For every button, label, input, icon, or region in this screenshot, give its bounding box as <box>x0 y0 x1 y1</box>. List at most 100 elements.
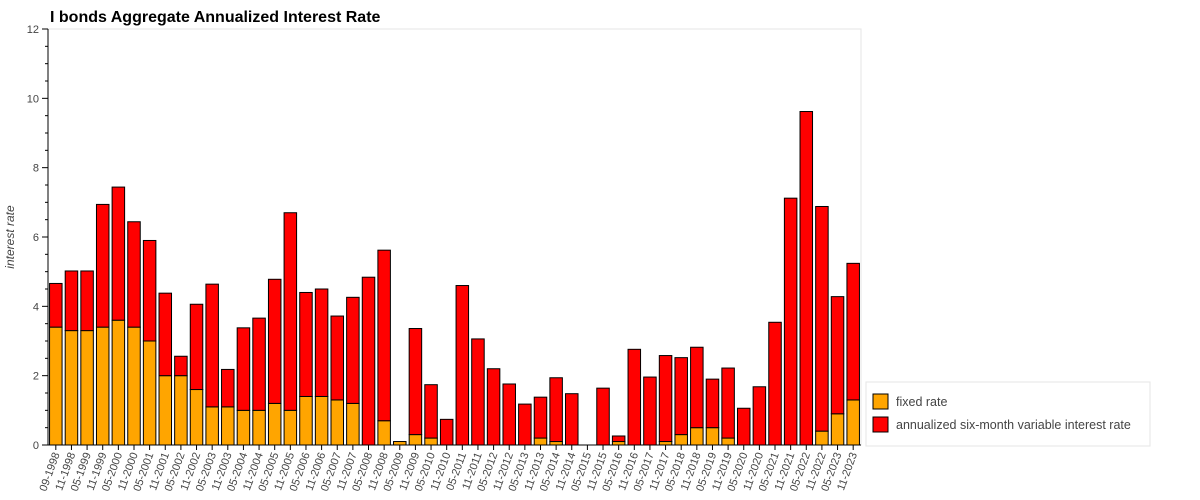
bar-variable-05-2004 <box>236 327 251 411</box>
bar-variable-05-2012 <box>486 368 501 446</box>
bar-fixed-05-2023 <box>830 413 845 446</box>
bar-variable-11-2004 <box>252 317 266 411</box>
bar-variable-11-2022 <box>815 205 829 432</box>
bar-fixed-05-2016 <box>611 441 626 446</box>
bar-variable-05-2013 <box>518 403 532 446</box>
bar-variable-05-2006 <box>299 291 313 397</box>
legend-label-variable: annualized six-month variable interest r… <box>896 418 1131 432</box>
bar-fixed-11-2006 <box>314 395 329 446</box>
legend: fixed rate annualized six-month variable … <box>865 381 1151 447</box>
bar-variable-05-2010 <box>424 384 438 439</box>
bar-fixed-11-2009 <box>408 434 423 446</box>
legend-label-fixed: fixed rate <box>896 395 947 409</box>
bar-variable-05-2023 <box>830 296 845 415</box>
bar-fixed-05-2009 <box>393 441 407 446</box>
bar-variable-05-2003 <box>205 283 219 408</box>
bar-variable-11-2001 <box>158 292 173 377</box>
bar-variable-05-2005 <box>267 278 282 404</box>
bar-variable-11-2013 <box>533 396 548 439</box>
bars-layer <box>49 111 860 446</box>
bar-variable-11-2019 <box>721 367 735 439</box>
bar-variable-11-2012 <box>502 383 516 446</box>
bar-variable-11-2007 <box>346 296 360 404</box>
bar-variable-11-2014 <box>565 393 579 446</box>
bar-variable-11-2021 <box>783 197 798 446</box>
bar-variable-11-2008 <box>377 249 391 422</box>
bar-variable-05-2007 <box>330 315 344 401</box>
bar-variable-11-2018 <box>690 346 704 429</box>
y-tick-label: 6 <box>33 232 39 244</box>
bar-variable-05-2020 <box>736 407 751 446</box>
legend-swatch-fixed <box>872 393 889 410</box>
y-tick-label: 2 <box>33 371 39 383</box>
bar-fixed-05-2005 <box>267 402 282 446</box>
bar-fixed-05-2001 <box>142 340 157 446</box>
bar-fixed-11-2013 <box>533 437 548 446</box>
bar-variable-11-2016 <box>627 348 642 446</box>
y-tick-label: 12 <box>27 24 39 36</box>
bar-fixed-05-2007 <box>330 399 344 446</box>
bar-variable-11-2009 <box>408 328 423 436</box>
y-tick-label: 8 <box>33 163 39 175</box>
bar-variable-09-1998 <box>49 282 63 328</box>
y-axis: 0 2 4 6 8 10 12 <box>27 24 49 452</box>
bar-variable-11-2015 <box>596 387 610 446</box>
bar-variable-05-2019 <box>705 378 720 429</box>
bar-fixed-11-2018 <box>690 427 704 446</box>
bar-variable-05-2000 <box>111 186 126 321</box>
bar-fixed-11-2019 <box>721 437 735 446</box>
bar-fixed-11-2003 <box>221 406 235 446</box>
bar-variable-05-1999 <box>80 270 94 332</box>
bar-variable-11-2023 <box>846 262 860 401</box>
y-tick-label: 4 <box>33 301 39 313</box>
bar-fixed-05-2004 <box>236 409 251 446</box>
bar-variable-05-2022 <box>799 111 814 446</box>
bar-variable-05-2017 <box>643 376 657 446</box>
bar-variable-05-2002 <box>174 355 188 377</box>
bar-variable-05-2021 <box>768 321 782 446</box>
bar-fixed-11-2017 <box>658 441 673 446</box>
bar-variable-05-2014 <box>549 377 563 443</box>
bar-variable-11-1999 <box>95 203 110 328</box>
bar-variable-11-2003 <box>221 368 235 408</box>
bar-fixed-11-1999 <box>95 326 110 446</box>
y-tick-label: 10 <box>27 93 39 105</box>
bar-fixed-11-2008 <box>377 420 391 446</box>
x-axis: 09-199811-199805-199911-199905-200011-20… <box>38 444 861 493</box>
bar-variable-05-2001 <box>142 239 157 342</box>
bar-variable-11-2006 <box>314 288 329 397</box>
bar-variable-11-1998 <box>64 270 79 332</box>
bar-fixed-11-2000 <box>127 326 141 446</box>
bar-fixed-11-2007 <box>346 402 360 446</box>
bar-fixed-11-2004 <box>252 409 266 446</box>
bar-fixed-09-1998 <box>49 326 63 446</box>
bar-fixed-05-2006 <box>299 395 313 446</box>
bar-fixed-11-2002 <box>189 389 204 446</box>
bar-fixed-05-2019 <box>705 427 720 446</box>
bar-fixed-05-2003 <box>205 406 219 446</box>
bar-fixed-11-2022 <box>815 430 829 446</box>
bar-fixed-11-2005 <box>283 409 298 446</box>
bar-variable-05-2011 <box>455 285 470 446</box>
bar-fixed-05-2010 <box>424 437 438 446</box>
bar-variable-11-2000 <box>127 221 141 328</box>
bar-fixed-05-2018 <box>674 434 688 446</box>
y-axis-label: interest rate <box>3 205 17 269</box>
bar-variable-05-2016 <box>611 435 626 443</box>
bar-fixed-05-1999 <box>80 330 94 446</box>
bar-fixed-11-2023 <box>846 399 860 446</box>
bar-variable-11-2011 <box>471 338 485 446</box>
bar-fixed-05-2002 <box>174 375 188 446</box>
bar-fixed-05-2014 <box>549 441 563 446</box>
chart-title: I bonds Aggregate Annualized Interest Ra… <box>50 9 381 26</box>
y-tick-label: 0 <box>33 440 39 452</box>
legend-frame <box>865 381 1151 447</box>
legend-swatch-variable <box>872 416 889 433</box>
bar-fixed-11-1998 <box>64 330 79 446</box>
bar-variable-05-2008 <box>361 276 376 446</box>
bar-variable-11-2002 <box>189 303 204 391</box>
bar-variable-11-2017 <box>658 355 673 443</box>
bar-variable-11-2010 <box>439 418 454 446</box>
